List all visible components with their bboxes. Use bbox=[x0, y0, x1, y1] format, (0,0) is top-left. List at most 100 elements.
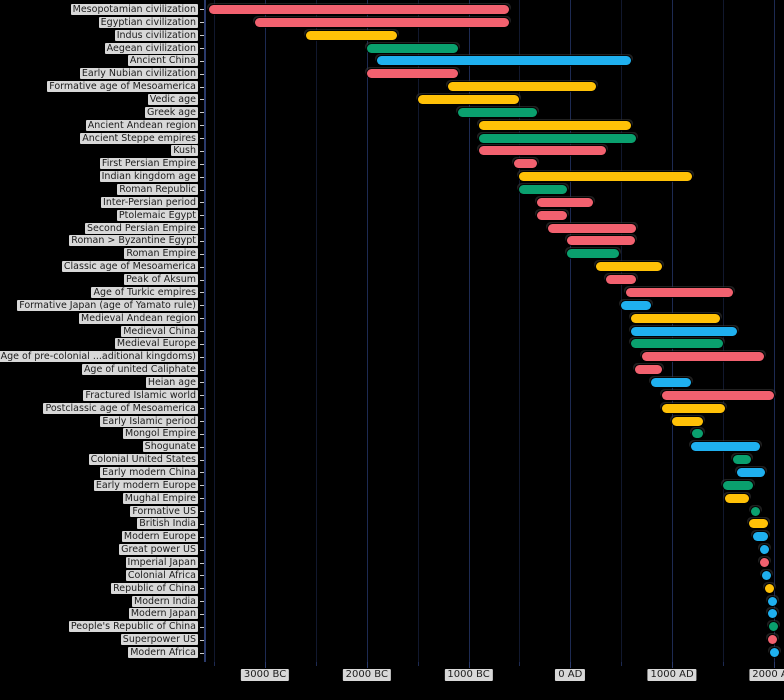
category-label: Imperial Japan bbox=[125, 557, 198, 569]
category-tick bbox=[200, 433, 204, 435]
category-tick bbox=[200, 536, 204, 538]
timeline-bar bbox=[605, 275, 637, 285]
category-tick bbox=[200, 395, 204, 397]
category-label: Early modern China bbox=[100, 466, 198, 478]
category-label: Mongol Empire bbox=[123, 428, 198, 440]
timeline-bar bbox=[366, 43, 459, 53]
category-tick bbox=[200, 382, 204, 384]
timeline-bar bbox=[751, 506, 761, 516]
timeline-bar bbox=[567, 249, 620, 259]
category-label: Formative US bbox=[130, 505, 198, 517]
category-label: Colonial Africa bbox=[125, 569, 198, 581]
gridline-major bbox=[468, 0, 470, 662]
timeline-bar bbox=[376, 56, 632, 66]
category-tick bbox=[200, 639, 204, 641]
category-tick bbox=[200, 202, 204, 204]
category-tick bbox=[200, 588, 204, 590]
gridline-minor bbox=[214, 0, 216, 662]
category-tick bbox=[200, 356, 204, 358]
x-tick-label: 0 AD bbox=[555, 669, 586, 681]
category-tick bbox=[200, 9, 204, 11]
timeline-bar bbox=[753, 532, 769, 542]
gridline-major bbox=[570, 0, 572, 662]
x-tick-mark bbox=[468, 662, 470, 668]
timeline-bar bbox=[366, 69, 459, 79]
gridline-minor bbox=[315, 0, 317, 662]
category-label: Age of Turkic empires bbox=[91, 286, 198, 298]
category-label: Medieval China bbox=[121, 325, 198, 337]
timeline-bar bbox=[768, 609, 778, 619]
category-label: Medieval Andean region bbox=[79, 312, 198, 324]
x-tick-mark-minor bbox=[722, 662, 724, 666]
category-label: Indian kingdom age bbox=[99, 171, 198, 183]
x-tick-mark bbox=[265, 662, 267, 668]
timeline-bar bbox=[478, 133, 637, 143]
category-label: Ptolemaic Egypt bbox=[116, 209, 198, 221]
timeline-bar bbox=[650, 377, 692, 387]
gridline-minor bbox=[519, 0, 521, 662]
timeline-bar bbox=[761, 570, 771, 580]
category-label: Age of pre-colonial ...aditional kingdom… bbox=[0, 351, 198, 363]
x-tick-mark bbox=[366, 662, 368, 668]
x-tick-label: 3000 BC bbox=[240, 669, 290, 681]
timeline-bar bbox=[760, 545, 770, 555]
timeline-bar bbox=[254, 17, 510, 27]
category-tick bbox=[200, 48, 204, 50]
category-label: Ancient Steppe empires bbox=[80, 132, 198, 144]
category-tick bbox=[200, 601, 204, 603]
timeline-bar bbox=[692, 429, 703, 439]
category-label: Aegean civilization bbox=[104, 42, 198, 54]
category-label: Formative Japan (age of Yamato rule) bbox=[17, 299, 198, 311]
category-tick bbox=[200, 125, 204, 127]
category-tick bbox=[200, 511, 204, 513]
timeline-bar bbox=[641, 352, 764, 362]
timeline-bar bbox=[567, 236, 636, 246]
timeline-bar bbox=[478, 120, 632, 130]
category-tick bbox=[200, 163, 204, 165]
category-label: Modern Africa bbox=[128, 647, 198, 659]
category-tick bbox=[200, 446, 204, 448]
timeline-bar bbox=[724, 493, 750, 503]
timeline-bar bbox=[764, 583, 774, 593]
category-tick bbox=[200, 575, 204, 577]
category-tick bbox=[200, 421, 204, 423]
category-label: Modern Europe bbox=[121, 531, 198, 543]
category-tick bbox=[200, 253, 204, 255]
category-label: Ancient Andean region bbox=[85, 119, 198, 131]
category-tick bbox=[200, 305, 204, 307]
category-label: Mesopotamian civilization bbox=[70, 3, 198, 15]
category-tick bbox=[200, 549, 204, 551]
category-tick bbox=[200, 459, 204, 461]
category-label: Formative age of Mesoamerica bbox=[47, 81, 198, 93]
category-tick bbox=[200, 189, 204, 191]
category-label: Great power US bbox=[119, 544, 198, 556]
x-tick-mark bbox=[672, 662, 674, 668]
timeline-bar bbox=[448, 82, 596, 92]
category-tick bbox=[200, 292, 204, 294]
category-label: Kush bbox=[171, 145, 198, 157]
timeline-bar bbox=[760, 558, 770, 568]
category-label: British India bbox=[137, 518, 198, 530]
category-label: Ancient China bbox=[127, 55, 198, 67]
category-label: Second Persian Empire bbox=[84, 222, 198, 234]
timeline-bar bbox=[631, 339, 723, 349]
category-label: Roman Empire bbox=[124, 248, 198, 260]
category-label: Greek age bbox=[145, 106, 198, 118]
timeline-bar bbox=[722, 480, 754, 490]
timeline-bar bbox=[768, 635, 778, 645]
category-tick bbox=[200, 112, 204, 114]
category-label: Vedic age bbox=[147, 93, 198, 105]
category-label: First Persian Empire bbox=[99, 158, 198, 170]
timeline-bar bbox=[305, 30, 398, 40]
category-tick bbox=[200, 240, 204, 242]
category-label: Superpower US bbox=[120, 634, 198, 646]
category-tick bbox=[200, 331, 204, 332]
x-tick-label: 2000 AD bbox=[749, 669, 784, 681]
x-tick-mark-minor bbox=[621, 662, 623, 666]
category-label: Egyptian civilization bbox=[98, 16, 198, 28]
category-tick bbox=[200, 60, 204, 62]
timeline-bar bbox=[458, 107, 537, 117]
category-label: Inter-Persian period bbox=[101, 196, 198, 208]
category-label: Shogunate bbox=[142, 441, 198, 453]
